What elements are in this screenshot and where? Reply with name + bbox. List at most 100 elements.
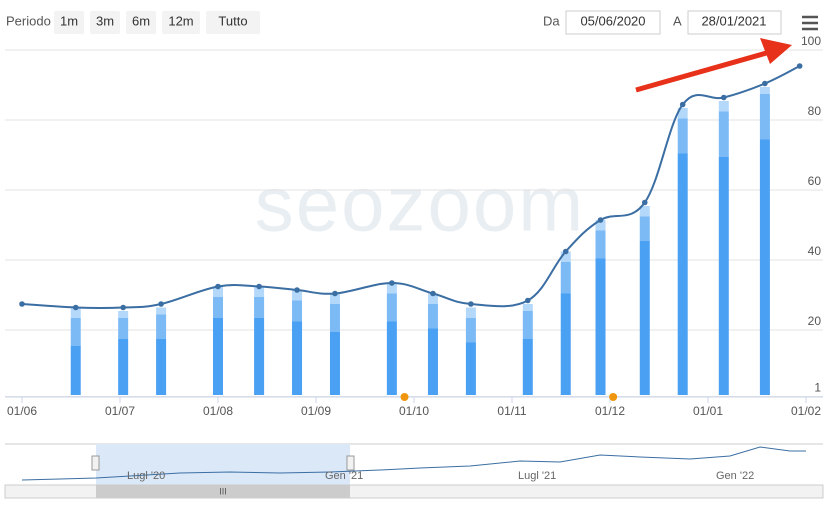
x-tick-label: 01/06 [7, 404, 37, 418]
bar-segment [465, 342, 476, 395]
bar-segment [595, 258, 606, 395]
bar-segment [560, 251, 571, 262]
period-label: Periodo [6, 13, 51, 28]
bar-segment [759, 139, 770, 395]
line-point [679, 101, 686, 108]
bar-segment [677, 153, 688, 395]
line-point [762, 80, 768, 87]
period-button[interactable] [206, 11, 260, 34]
to-input[interactable] [687, 10, 782, 35]
bar-segment [639, 206, 650, 217]
period-button-label[interactable]: 1m [60, 13, 78, 28]
bar-segment [254, 297, 265, 318]
bar-segment [254, 318, 265, 395]
navigator-handle[interactable] [346, 455, 355, 471]
line-point [294, 287, 300, 293]
bar-segment [156, 307, 167, 315]
scrollbar-thumb[interactable] [96, 485, 350, 498]
y-tick-label: 40 [808, 244, 822, 258]
bar-segment [329, 332, 340, 395]
bar-segment [560, 262, 571, 294]
bar-segment [427, 328, 438, 395]
bar-segment [329, 304, 340, 332]
bar-segment [427, 304, 438, 329]
navigator-label: Gen '22 [716, 470, 754, 482]
bar-segment [595, 230, 606, 259]
x-tick-label: 01/11 [497, 404, 526, 418]
event-marker [400, 393, 409, 401]
bar-segment [70, 318, 81, 346]
y-tick-label: 80 [808, 104, 822, 118]
bar-segment [759, 87, 770, 94]
x-tick-label: 01/02 [791, 404, 821, 418]
line-point [430, 290, 436, 297]
scrollbar-grip: III [219, 486, 227, 496]
period-button-label[interactable]: 3m [96, 13, 114, 28]
to-date[interactable]: 28/01/2021 [701, 13, 766, 28]
navigator-selection[interactable] [96, 444, 350, 485]
line-point [256, 283, 262, 290]
navigator: III Lugl '20 Gen '21 Lugl '21 Gen '22 [4, 443, 824, 499]
line-point [597, 217, 604, 223]
bar-segment [718, 157, 729, 395]
line-point [468, 301, 474, 307]
bar-segment [292, 290, 303, 301]
bar-segment [70, 346, 81, 395]
x-tick-label: 01/07 [105, 404, 135, 418]
period-button-label[interactable]: 12m [168, 13, 193, 28]
from-input[interactable] [565, 10, 661, 35]
bar-segment [118, 311, 129, 318]
line-point [72, 304, 79, 311]
navigator-label: Gen '21 [325, 470, 363, 482]
bar-segment [213, 286, 223, 297]
menu-icon[interactable] [802, 15, 818, 31]
y-tick-label: 20 [808, 314, 822, 328]
bar-segment [522, 339, 533, 395]
period-button[interactable] [126, 11, 156, 34]
line-point [562, 248, 569, 255]
period-button-label[interactable]: 6m [132, 13, 150, 28]
navigator-handle[interactable] [91, 455, 100, 471]
event-marker [609, 393, 618, 401]
bar-segment [292, 300, 303, 322]
bar-segment [465, 318, 476, 343]
period-button[interactable] [90, 11, 120, 34]
bar-segment [213, 297, 223, 318]
from-label: Da [543, 13, 560, 28]
line-point [158, 301, 164, 307]
bar-segment [386, 293, 397, 322]
line-point [389, 280, 395, 286]
bar-segment [595, 220, 606, 231]
bar-segment [118, 339, 129, 395]
period-button[interactable] [54, 11, 84, 34]
period-button[interactable] [162, 11, 200, 34]
x-tick-label: 01/09 [301, 404, 331, 418]
bar-segment [329, 293, 340, 304]
bar-segment [292, 321, 303, 395]
bar-segment [118, 318, 129, 339]
y-tick-label: 60 [808, 174, 822, 188]
line-point [332, 290, 338, 297]
line-point [641, 199, 648, 206]
bar-segment [677, 118, 688, 154]
bar-segment [213, 318, 223, 395]
line-point [19, 301, 25, 307]
x-tick-label: 01/08 [203, 404, 233, 418]
line-point [525, 297, 531, 304]
y-tick-label: 100 [801, 34, 821, 48]
bar-segment [156, 339, 167, 395]
bar-segment [522, 304, 533, 311]
navigator-line [21, 446, 806, 481]
period-button-label[interactable]: Tutto [218, 13, 247, 28]
line-point [215, 283, 221, 290]
bar-segment [718, 101, 729, 112]
watermark: seozoom [255, 160, 586, 248]
red-arrow [635, 38, 792, 93]
bar-segment [759, 94, 770, 140]
bar-segment [465, 307, 476, 318]
from-date[interactable]: 05/06/2020 [580, 13, 645, 28]
bar-segment [718, 111, 729, 157]
bar-segment [386, 321, 397, 395]
line-point [796, 63, 803, 69]
